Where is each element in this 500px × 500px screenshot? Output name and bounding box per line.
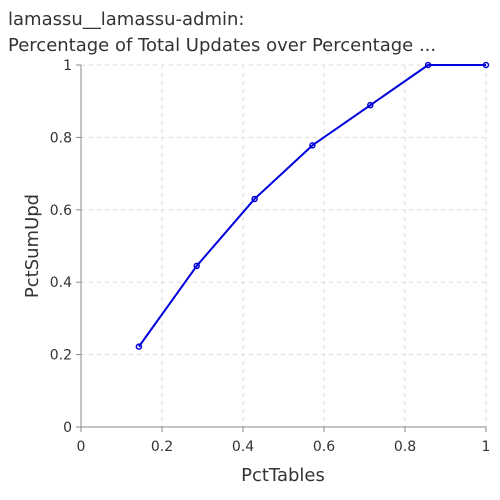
series-layer [135, 61, 490, 350]
chart-title: lamassu__lamassu-admin: Percentage of To… [8, 7, 498, 59]
data-point [135, 343, 143, 350]
chart-title-line-2: Percentage of Total Updates over Percent… [8, 35, 437, 56]
x-tick-label: 0 [77, 439, 86, 455]
y-tick-label: 0.8 [50, 130, 72, 146]
data-point [251, 195, 258, 203]
data-point [193, 262, 200, 270]
y-tick-label: 1 [63, 58, 72, 74]
y-tick-label: 0.2 [50, 348, 72, 364]
x-tick-label: 0.8 [394, 439, 416, 455]
data-point [482, 61, 490, 69]
x-axis-label: PctTables [241, 465, 325, 486]
y-tick-label: 0 [63, 420, 72, 436]
x-tick-label: 0.4 [232, 439, 254, 455]
x-tick-label: 0.2 [151, 439, 173, 455]
grid [81, 64, 487, 427]
y-tick-label: 0.6 [50, 203, 72, 219]
data-point [424, 61, 432, 69]
tick-labels: 0 0.2 0.4 0.6 0.8 1 0 0.2 0.4 0.6 0.8 1 [50, 58, 491, 455]
x-tick-label: 0.6 [313, 439, 335, 455]
chart-title-line-1: lamassu__lamassu-admin: [8, 9, 245, 30]
data-point [367, 101, 374, 109]
x-tick-label: 1 [482, 439, 491, 455]
y-axis-label: PctSumUpd [22, 194, 43, 298]
axes [76, 64, 487, 432]
series-line [138, 64, 486, 348]
y-tick-label: 0.4 [50, 275, 72, 291]
data-point [309, 142, 316, 149]
